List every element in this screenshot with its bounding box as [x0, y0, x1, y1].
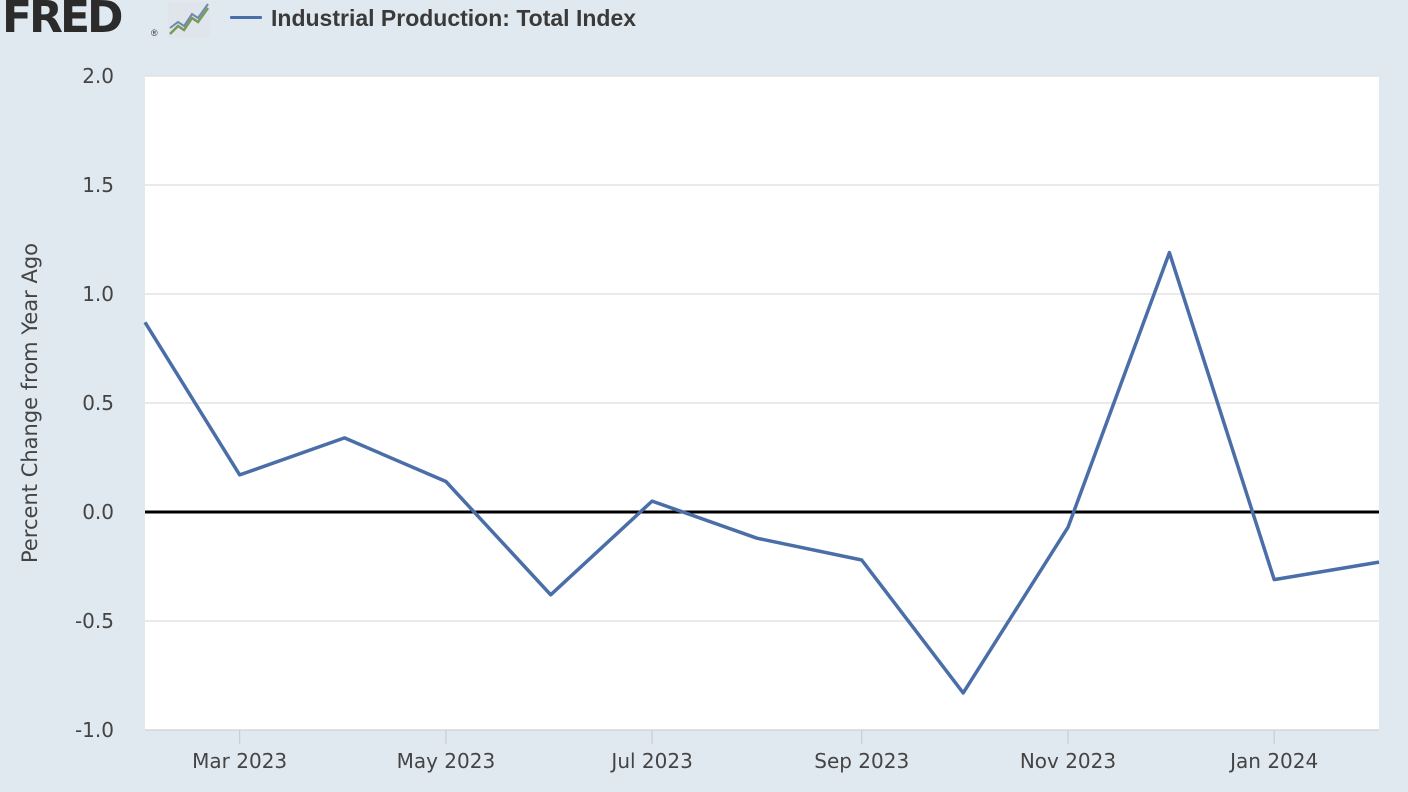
y-axis-label: Percent Change from Year Ago	[18, 243, 42, 563]
y-tick-label: 1.5	[82, 173, 114, 197]
header: FRED ® Industrial Production: Total Inde…	[0, 0, 1408, 43]
x-tick-label: Nov 2023	[1020, 749, 1116, 773]
fred-graph-icon	[168, 2, 210, 38]
y-tick-label: 0.5	[82, 391, 114, 415]
y-tick-label: 0.0	[82, 500, 114, 524]
x-tick-label: Sep 2023	[814, 749, 909, 773]
x-tick-label: Mar 2023	[192, 749, 287, 773]
fred-logo[interactable]: FRED	[2, 0, 124, 43]
x-tick-label: May 2023	[397, 749, 496, 773]
x-tick-label: Jan 2024	[1228, 749, 1318, 773]
y-tick-label: 2.0	[82, 64, 114, 88]
y-tick-label: 1.0	[82, 282, 114, 306]
y-tick-label: -1.0	[75, 718, 114, 742]
y-axis-ticks: 2.0 1.5 1.0 0.5 0.0 -0.5 -1.0	[75, 64, 114, 742]
y-tick-label: -0.5	[75, 609, 114, 633]
legend-swatch	[230, 16, 262, 19]
registered-mark: ®	[151, 28, 158, 38]
series-points	[144, 252, 1380, 694]
x-axis-ticks: Mar 2023 May 2023 Jul 2023 Sep 2023 Nov 2023…	[145, 729, 1379, 773]
x-tick-label: Jul 2023	[609, 749, 692, 773]
legend-series-label[interactable]: Industrial Production: Total Index	[271, 5, 637, 31]
